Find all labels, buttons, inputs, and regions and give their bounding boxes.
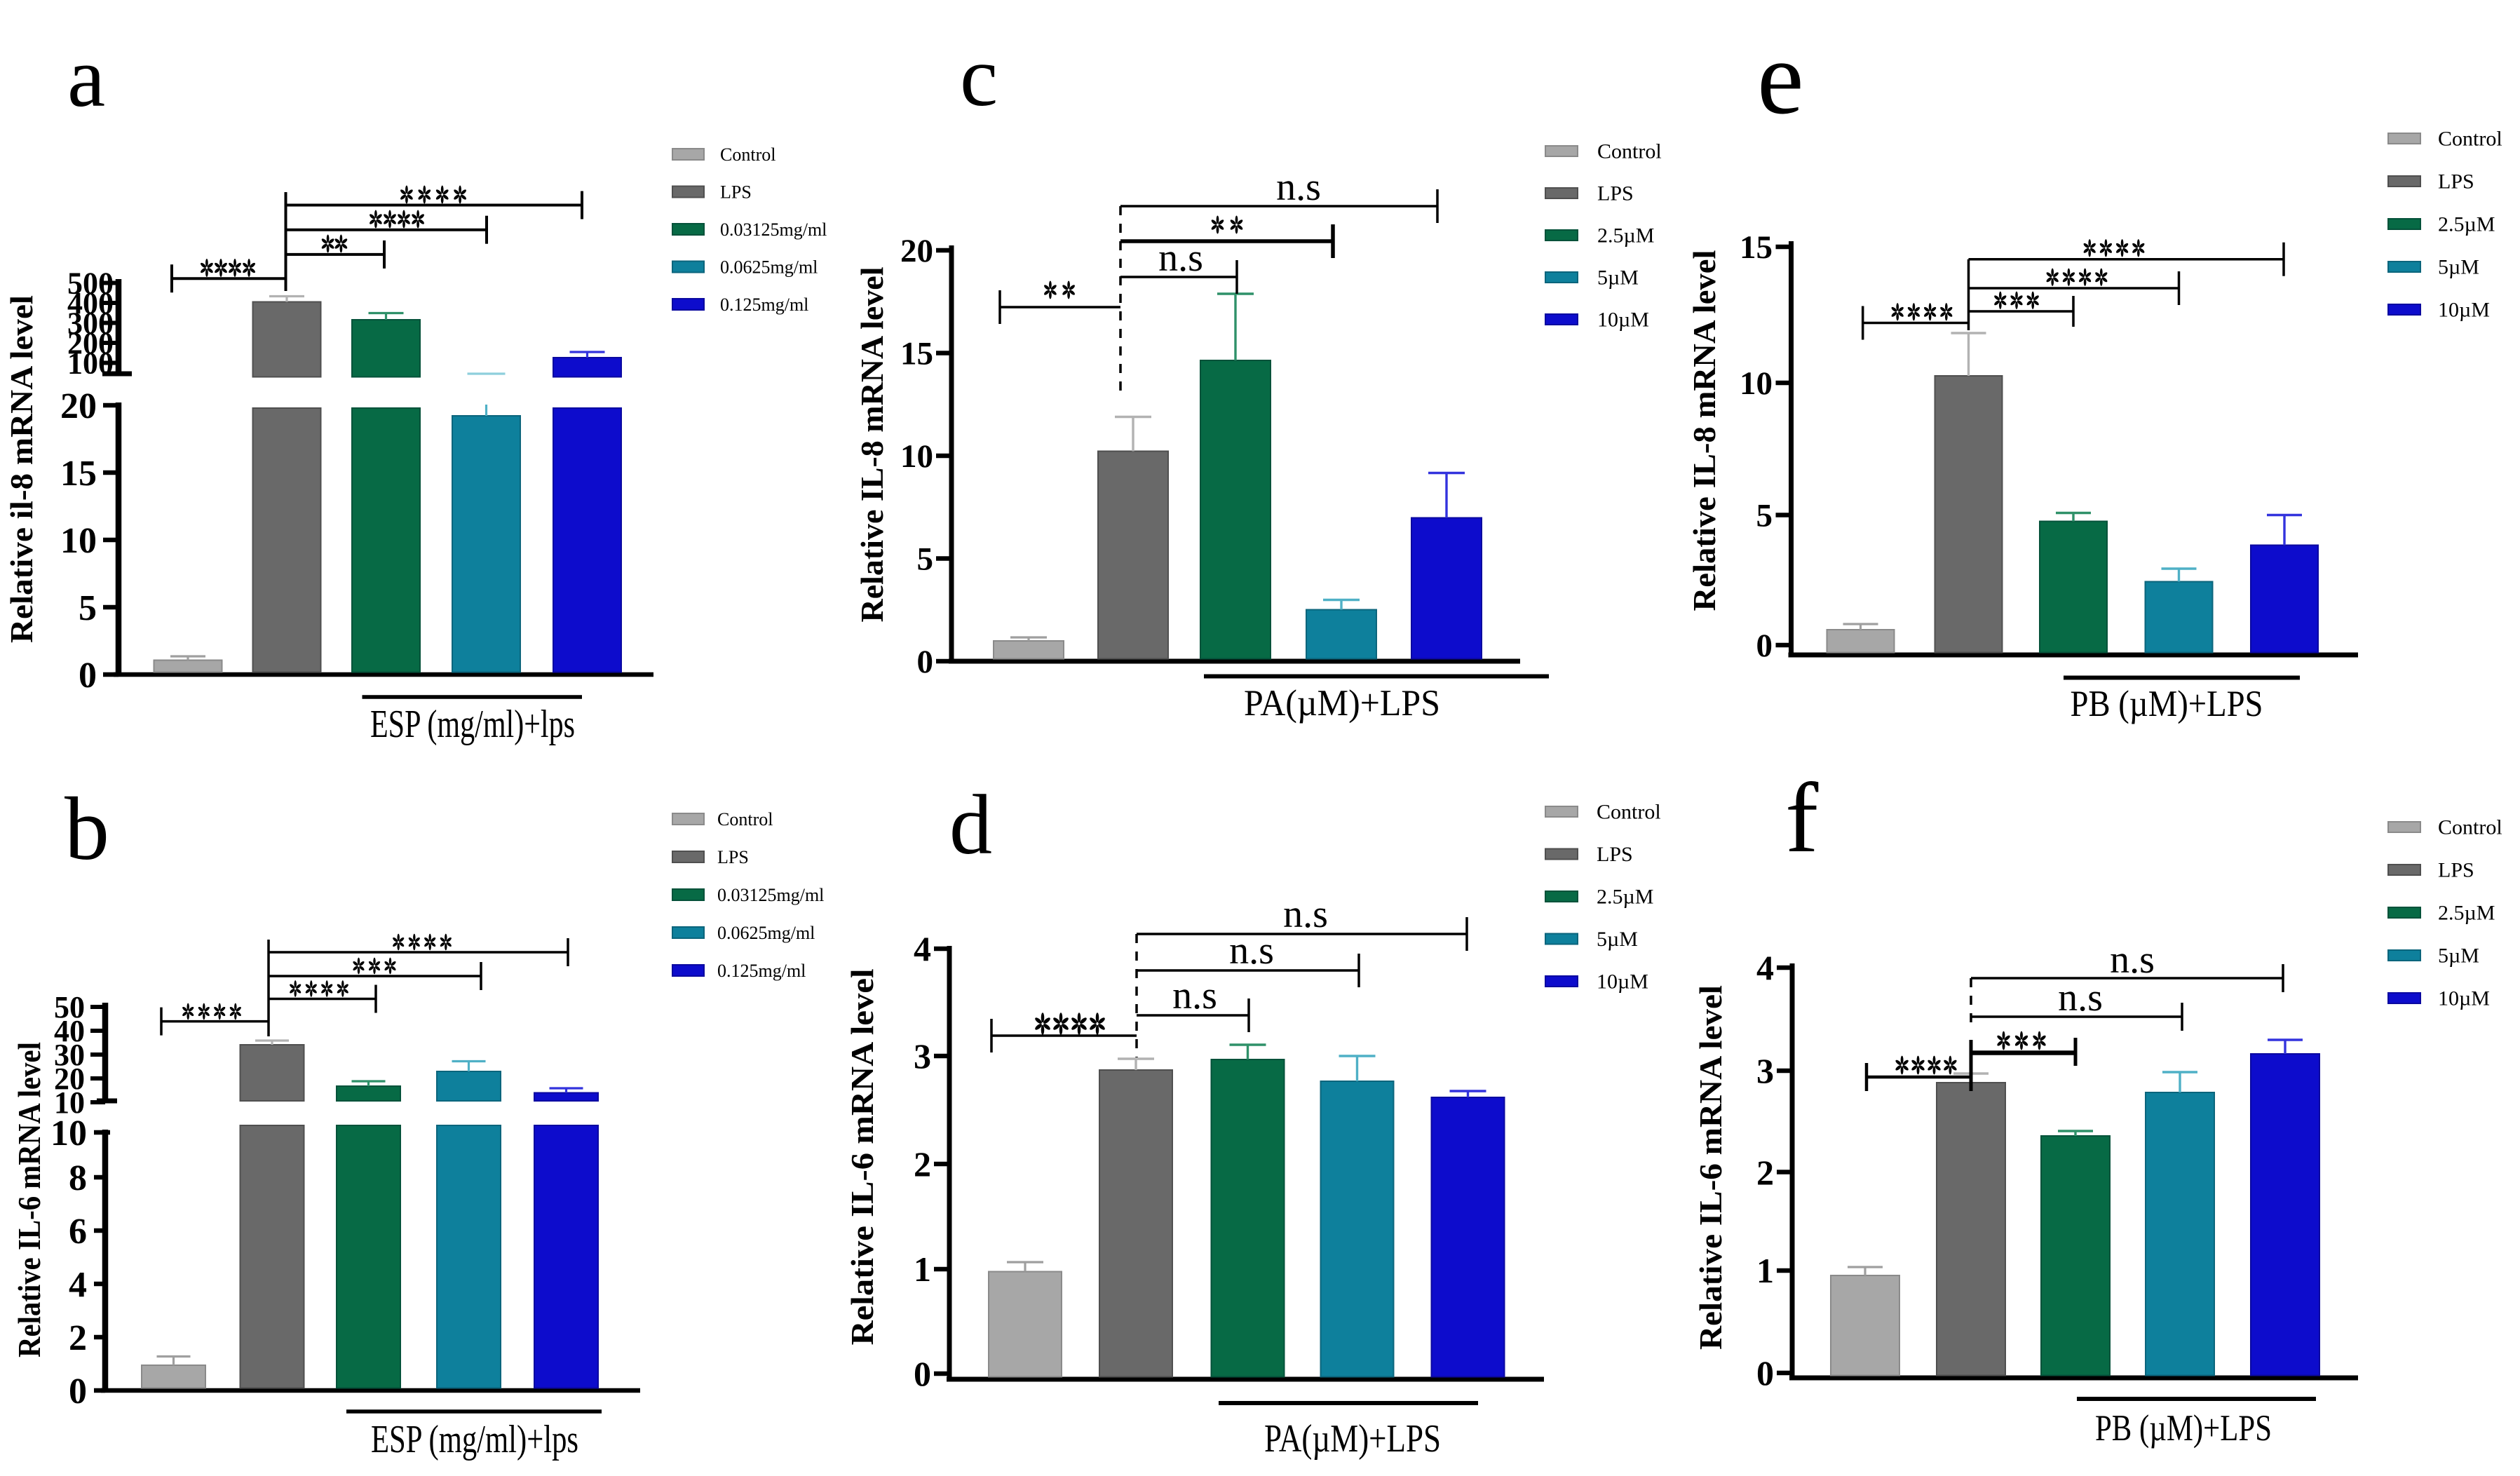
svg-text:10: 10: [1740, 365, 1773, 402]
svg-text:PA(µM)+LPS: PA(µM)+LPS: [1244, 683, 1440, 724]
svg-text:10: 10: [54, 1085, 85, 1120]
svg-text:2.5µM: 2.5µM: [2438, 213, 2495, 236]
svg-text:n.s: n.s: [1229, 929, 1274, 973]
svg-text:5µM: 5µM: [1597, 266, 1639, 290]
svg-text:0.0625mg/ml: 0.0625mg/ml: [720, 257, 818, 277]
svg-text:Relative IL-6 mRNA level: Relative IL-6 mRNA level: [844, 969, 880, 1346]
svg-text:30: 30: [54, 1038, 85, 1072]
svg-text:10µM: 10µM: [1597, 309, 1649, 332]
svg-text:8: 8: [69, 1158, 87, 1198]
svg-text:n.s: n.s: [1158, 236, 1203, 280]
svg-text:Relative il-8 mRNA level: Relative il-8 mRNA level: [4, 295, 39, 643]
svg-text:Control: Control: [720, 144, 775, 165]
svg-text:d: d: [949, 778, 992, 872]
svg-text:40: 40: [54, 1014, 85, 1048]
svg-text:2: 2: [914, 1144, 931, 1184]
svg-text:2.5µM: 2.5µM: [1597, 886, 1653, 909]
svg-text:5µM: 5µM: [1597, 928, 1638, 951]
svg-text:3: 3: [914, 1036, 931, 1076]
svg-text:2.5µM: 2.5µM: [1597, 224, 1654, 248]
svg-text:LPS: LPS: [717, 847, 749, 867]
svg-text:15: 15: [900, 336, 933, 372]
svg-text:Control: Control: [1597, 801, 1661, 824]
svg-text:400: 400: [67, 286, 114, 320]
svg-text:a: a: [67, 30, 105, 125]
svg-text:LPS: LPS: [1597, 182, 1634, 205]
svg-text:0.125mg/ml: 0.125mg/ml: [717, 961, 806, 981]
svg-text:0.125mg/ml: 0.125mg/ml: [720, 294, 808, 315]
svg-text:LPS: LPS: [1597, 843, 1633, 866]
svg-text:5: 5: [79, 588, 97, 628]
svg-text:Control: Control: [2438, 816, 2502, 839]
svg-text:Control: Control: [717, 809, 773, 830]
svg-text:0.0625mg/ml: 0.0625mg/ml: [717, 923, 815, 943]
svg-text:b: b: [65, 779, 109, 879]
svg-text:5: 5: [917, 541, 934, 578]
svg-text:Relative IL-6 mRNA level: Relative IL-6 mRNA level: [11, 1042, 47, 1357]
svg-text:20: 20: [900, 233, 933, 269]
svg-text:ESP (mg/ml)+lps: ESP (mg/ml)+lps: [370, 703, 575, 746]
svg-text:n.s: n.s: [1276, 165, 1321, 209]
svg-text:2.5µM: 2.5µM: [2438, 902, 2495, 925]
svg-text:n.s: n.s: [2110, 938, 2155, 982]
svg-text:15: 15: [60, 454, 97, 494]
svg-text:Relative IL-8 mRNA level: Relative IL-8 mRNA level: [854, 267, 890, 623]
svg-text:1: 1: [914, 1250, 931, 1289]
svg-text:c: c: [960, 29, 998, 124]
svg-text:PB (µM)+LPS: PB (µM)+LPS: [2071, 684, 2263, 724]
svg-text:10: 10: [900, 438, 933, 475]
svg-text:50: 50: [54, 990, 85, 1024]
svg-text:3: 3: [1756, 1051, 1774, 1090]
svg-text:Relative IL-8 mRNA level: Relative IL-8 mRNA level: [1686, 250, 1722, 611]
svg-text:0: 0: [1756, 1353, 1774, 1393]
svg-text:n.s: n.s: [1283, 893, 1328, 936]
svg-text:e: e: [1757, 20, 1804, 136]
svg-text:Control: Control: [2438, 128, 2502, 151]
svg-text:PA(µM)+LPS: PA(µM)+LPS: [1264, 1417, 1441, 1461]
svg-text:0.03125mg/ml: 0.03125mg/ml: [717, 885, 824, 905]
svg-text:100: 100: [67, 346, 114, 381]
svg-text:PB (µM)+LPS: PB (µM)+LPS: [2095, 1408, 2272, 1449]
svg-text:300: 300: [67, 306, 114, 341]
svg-text:2: 2: [69, 1318, 87, 1358]
svg-text:4: 4: [69, 1265, 87, 1305]
svg-text:0: 0: [914, 1354, 931, 1393]
svg-text:n.s: n.s: [1172, 974, 1217, 1017]
svg-text:LPS: LPS: [720, 182, 752, 202]
svg-text:4: 4: [914, 929, 931, 968]
svg-text:ESP (mg/ml)+lps: ESP (mg/ml)+lps: [371, 1418, 578, 1461]
svg-text:LPS: LPS: [2438, 859, 2474, 882]
svg-text:5: 5: [1756, 498, 1773, 534]
svg-text:0: 0: [79, 656, 97, 696]
svg-text:10µM: 10µM: [1597, 970, 1648, 994]
svg-text:n.s: n.s: [2058, 976, 2103, 1020]
svg-text:f: f: [1785, 762, 1819, 873]
svg-text:Control: Control: [1597, 140, 1662, 163]
svg-text:500: 500: [67, 266, 114, 301]
svg-text:0: 0: [917, 644, 934, 680]
svg-text:200: 200: [67, 326, 114, 360]
svg-text:5µM: 5µM: [2438, 944, 2479, 968]
svg-text:10µM: 10µM: [2438, 299, 2490, 322]
svg-text:5µM: 5µM: [2438, 256, 2479, 279]
svg-text:1: 1: [1756, 1251, 1774, 1290]
svg-text:20: 20: [60, 386, 97, 426]
svg-text:10: 10: [60, 521, 97, 561]
svg-text:Relative IL-6 mRNA level: Relative IL-6 mRNA level: [1693, 985, 1728, 1350]
svg-text:2: 2: [1756, 1153, 1774, 1192]
svg-text:LPS: LPS: [2438, 170, 2474, 194]
svg-text:20: 20: [54, 1062, 85, 1096]
svg-text:4: 4: [1756, 948, 1774, 987]
svg-text:0.03125mg/ml: 0.03125mg/ml: [720, 219, 827, 240]
svg-text:10: 10: [50, 1113, 87, 1153]
svg-text:0: 0: [69, 1372, 87, 1411]
svg-text:6: 6: [69, 1212, 87, 1252]
svg-text:15: 15: [1740, 229, 1773, 266]
svg-text:0: 0: [1756, 628, 1773, 664]
svg-text:10µM: 10µM: [2438, 987, 2490, 1010]
